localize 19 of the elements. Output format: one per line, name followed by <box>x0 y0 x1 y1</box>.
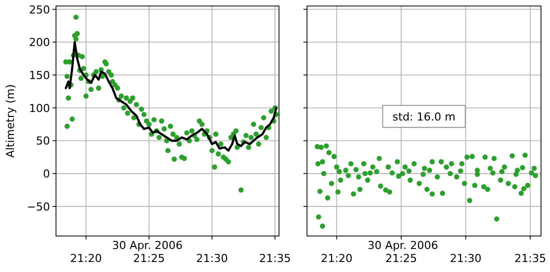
x-tick-label: 21:20 <box>320 252 353 265</box>
y-tick-label: −50 <box>26 200 50 214</box>
annotation: std: 16.0 m <box>392 110 456 124</box>
y-tick-label: 200 <box>29 36 50 50</box>
x-axis-title: 30 Apr. 2006 <box>368 239 438 252</box>
y-tick-label: 0 <box>43 168 50 181</box>
y-tick-label: 250 <box>29 3 50 16</box>
x-tick-label: 21:30 <box>196 252 228 265</box>
x-tick-label: 21:20 <box>70 252 102 265</box>
y-tick-label: 100 <box>29 102 50 115</box>
x-tick-label: 21:30 <box>450 252 482 265</box>
x-axis-title: 30 Apr. 2006 <box>112 239 183 252</box>
x-tick-label: 21:25 <box>133 252 165 265</box>
x-tick-label: 21:35 <box>259 252 291 265</box>
x-tick-label: 21:35 <box>514 252 546 265</box>
x-tick-label: 21:25 <box>385 252 418 265</box>
y-tick-label: 50 <box>36 134 50 148</box>
y-tick-label: 150 <box>29 69 50 82</box>
y-axis-title: Altimetry (m) <box>4 84 17 158</box>
